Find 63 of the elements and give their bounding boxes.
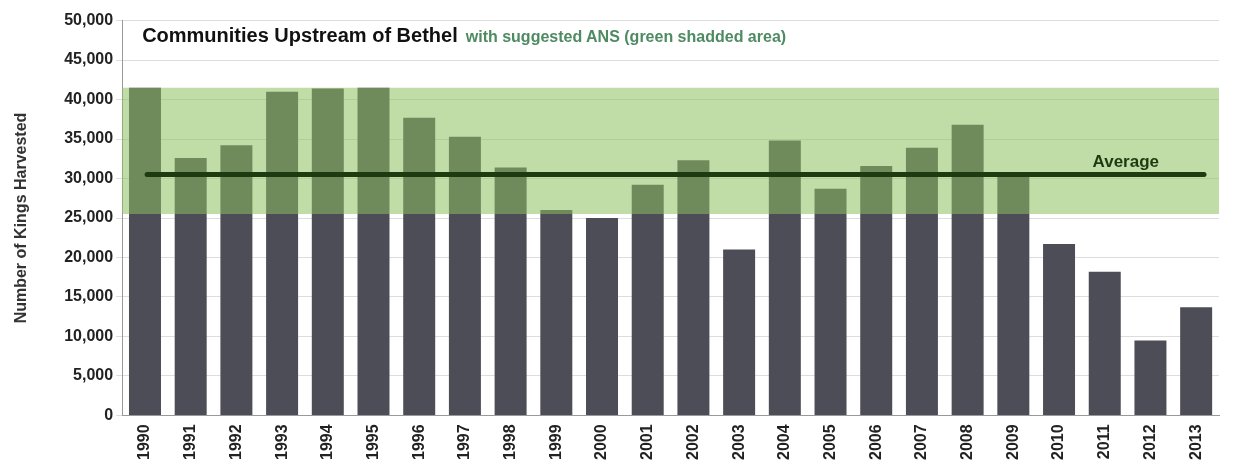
bar	[768, 140, 801, 415]
bar	[997, 174, 1030, 415]
bar	[586, 218, 619, 415]
y-tick-label: 15,000	[64, 287, 114, 305]
bar	[174, 157, 207, 415]
y-axis-title: Number of Kings Harvested	[12, 112, 30, 324]
x-tick-label: 1995	[363, 424, 381, 460]
x-tick-label: 2003	[729, 424, 747, 460]
x-tick-label: 1999	[546, 424, 564, 460]
x-tick-label: 2000	[592, 424, 610, 460]
y-tick-label: 45,000	[64, 50, 114, 68]
bar	[403, 117, 436, 415]
y-tick-label: 35,000	[64, 129, 114, 147]
bar	[540, 210, 573, 415]
y-tick-label: 50,000	[64, 11, 114, 29]
bar	[677, 160, 710, 415]
bar	[220, 145, 253, 415]
x-tick-label: 1990	[135, 424, 153, 460]
chart-subtitle: with suggested ANS (green shadded area)	[464, 28, 787, 46]
y-tick-label: 25,000	[64, 208, 114, 226]
bar	[266, 91, 299, 415]
bar	[905, 147, 938, 415]
bar	[357, 87, 390, 415]
x-tick-label: 2011	[1095, 424, 1113, 460]
bar	[631, 184, 664, 415]
x-tick-label: 2013	[1186, 424, 1204, 460]
x-tick-label: 1996	[409, 424, 427, 460]
x-tick-label: 2012	[1140, 424, 1158, 460]
bar	[814, 188, 847, 415]
x-tick-label: 2001	[638, 424, 656, 460]
x-tick-label: 1998	[501, 424, 519, 460]
x-tick-label: 1997	[455, 424, 473, 460]
bar	[723, 249, 756, 415]
bar	[1134, 340, 1167, 415]
bar	[860, 165, 893, 415]
bar	[448, 136, 481, 415]
x-tick-label: 2006	[866, 424, 884, 460]
x-tick-label: 2009	[1003, 424, 1021, 460]
y-tick-label: 20,000	[64, 247, 114, 265]
bar	[494, 167, 527, 415]
bar	[951, 124, 984, 415]
chart-title: Communities Upstream of Bethel	[142, 24, 458, 47]
y-tick-label: 30,000	[64, 168, 114, 186]
x-tick-label: 1992	[226, 424, 244, 460]
x-tick-label: 2002	[683, 424, 701, 460]
x-tick-label: 1991	[181, 424, 199, 460]
x-tick-label: 2004	[775, 424, 793, 460]
bar	[311, 88, 344, 415]
x-tick-label: 2010	[1049, 424, 1067, 460]
x-tick-label: 2007	[912, 424, 930, 460]
y-tick-label: 0	[104, 405, 114, 423]
bar	[128, 87, 161, 415]
x-tick-label: 1993	[272, 424, 290, 460]
x-tick-label: 1994	[318, 424, 336, 460]
x-tick-label: 2005	[820, 424, 838, 460]
y-tick-label: 10,000	[64, 326, 114, 344]
y-tick-label: 5,000	[73, 366, 114, 384]
y-tick-label: 40,000	[64, 89, 114, 107]
x-tick-label: 2008	[958, 424, 976, 460]
ref-line-label: Average	[1092, 151, 1159, 171]
bar	[1043, 244, 1076, 415]
bar	[1088, 271, 1121, 415]
bar	[1180, 307, 1213, 415]
